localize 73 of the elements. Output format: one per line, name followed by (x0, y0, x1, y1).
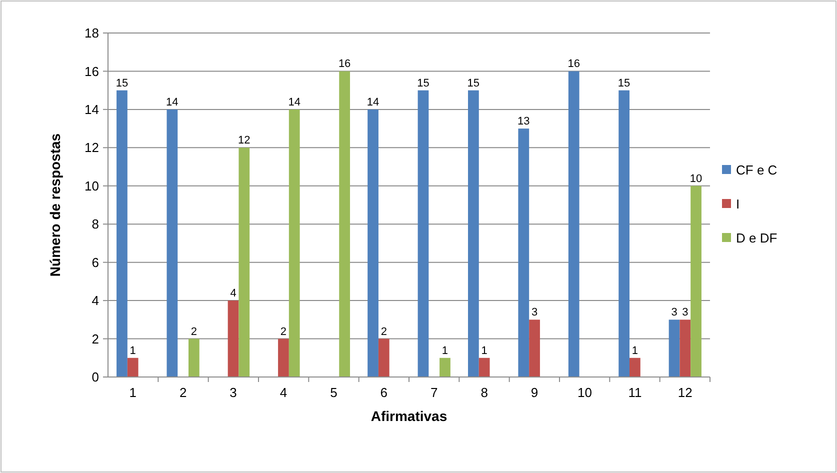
data-label: 1 (481, 344, 488, 357)
bar (188, 338, 200, 377)
bar (368, 109, 378, 377)
data-label: 12 (238, 134, 250, 147)
bar (418, 90, 429, 377)
legend-label: D e DF (736, 230, 778, 246)
y-tick-label: 2 (92, 331, 99, 346)
y-tick-label: 18 (84, 26, 99, 41)
y-tick-label: 10 (84, 178, 99, 194)
y-tick-label: 6 (92, 254, 99, 270)
y-axis-title: Número de respostas (47, 133, 63, 277)
x-tick-label: 6 (380, 385, 388, 400)
bar (440, 358, 450, 377)
data-label: 15 (467, 77, 480, 90)
bar (568, 71, 580, 377)
bar (127, 358, 138, 377)
data-label: 14 (366, 96, 380, 108)
data-label: 3 (671, 306, 678, 319)
y-tick-label: 8 (92, 216, 99, 232)
bar (680, 320, 691, 377)
x-tick-label: 1 (129, 385, 136, 400)
data-label: 2 (280, 326, 287, 338)
x-tick-label: 9 (530, 385, 538, 400)
x-tick-label: 4 (280, 385, 288, 400)
bar (339, 71, 350, 377)
data-label: 13 (518, 116, 530, 128)
bar (378, 338, 390, 377)
bar (228, 300, 239, 377)
x-tick-label: 11 (628, 385, 642, 400)
x-axis-title: Afirmativas (370, 408, 448, 424)
bar (478, 358, 490, 377)
bar (468, 90, 479, 377)
bar (630, 358, 640, 377)
bar (668, 320, 680, 377)
data-label: 15 (417, 77, 430, 90)
data-label: 15 (116, 77, 128, 90)
bar (278, 338, 289, 377)
x-tick-label: 7 (430, 385, 438, 400)
data-label: 16 (568, 58, 580, 70)
data-label: 3 (682, 306, 688, 319)
data-label: 4 (230, 288, 236, 300)
y-tick-label: 16 (84, 64, 99, 79)
data-label: 14 (166, 96, 178, 108)
y-tick-label: 0 (92, 370, 99, 385)
bar (116, 90, 128, 377)
bar (166, 109, 178, 377)
bar (529, 320, 540, 377)
bar (288, 109, 300, 377)
y-tick-label: 12 (84, 140, 99, 156)
bar (238, 148, 250, 377)
data-label: 10 (690, 172, 702, 185)
data-label: 15 (618, 77, 630, 90)
x-tick-label: 5 (330, 385, 338, 400)
data-label: 1 (632, 344, 638, 357)
y-tick-label: 4 (92, 293, 99, 308)
x-tick-label: 3 (230, 385, 237, 400)
data-label: 2 (190, 326, 198, 338)
data-label: 16 (338, 58, 351, 70)
x-tick-label: 12 (678, 385, 692, 400)
bar (690, 186, 702, 377)
legend-label: I (736, 196, 740, 212)
data-label: 3 (531, 306, 538, 319)
legend-label: CF e C (736, 162, 778, 178)
x-tick-label: 8 (480, 385, 488, 400)
x-tick-label: 2 (179, 385, 187, 400)
data-label: 2 (380, 326, 387, 338)
y-tick-label: 14 (84, 102, 99, 117)
bar (518, 128, 530, 377)
bar (618, 90, 630, 377)
x-tick-label: 10 (577, 385, 592, 400)
data-label: 1 (130, 344, 136, 357)
data-label: 14 (288, 96, 300, 108)
data-label: 1 (442, 344, 448, 357)
